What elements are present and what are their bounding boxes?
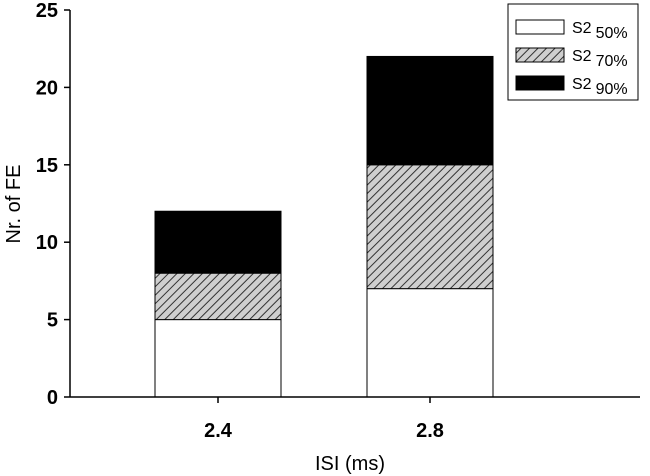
y-tick-label: 25 <box>36 0 58 22</box>
plot-area <box>154 55 494 398</box>
bar-segment-2.4-90% <box>154 210 282 274</box>
legend-item: S2 70% <box>515 47 628 70</box>
legend-label: S2 50% <box>572 20 628 42</box>
bar-segment-2.4-70% <box>154 272 282 321</box>
y-axis: 0 5 10 15 20 25 <box>36 0 71 409</box>
legend-item: S2 90% <box>515 75 628 98</box>
x-axis-label: ISI (ms) <box>315 453 385 475</box>
x-axis: 2.4 2.8 <box>70 396 640 442</box>
y-tick-label: 15 <box>36 155 58 177</box>
legend-label: S2 70% <box>572 48 628 70</box>
legend-label: S2 90% <box>572 76 628 98</box>
x-tick-label: 2.8 <box>416 420 444 442</box>
y-axis-label: Nr. of FE <box>3 165 25 244</box>
y-tick-label: 0 <box>47 387 58 409</box>
legend-swatch <box>515 75 565 91</box>
legend: S2 50% S2 70% S2 90% <box>507 3 639 101</box>
x-tick-label: 2.4 <box>204 420 233 442</box>
legend-swatch <box>515 19 565 35</box>
bar-segment-2.8-90% <box>366 55 494 166</box>
bar-segment-2.8-50% <box>366 288 494 398</box>
bar-segment-2.8-70% <box>366 164 494 290</box>
y-tick-label: 5 <box>47 310 58 332</box>
legend-item: S2 50% <box>515 19 628 42</box>
bar-segment-2.4-50% <box>154 319 282 398</box>
legend-swatch <box>515 47 565 63</box>
y-tick-label: 10 <box>36 232 58 254</box>
y-tick-label: 20 <box>36 77 58 99</box>
